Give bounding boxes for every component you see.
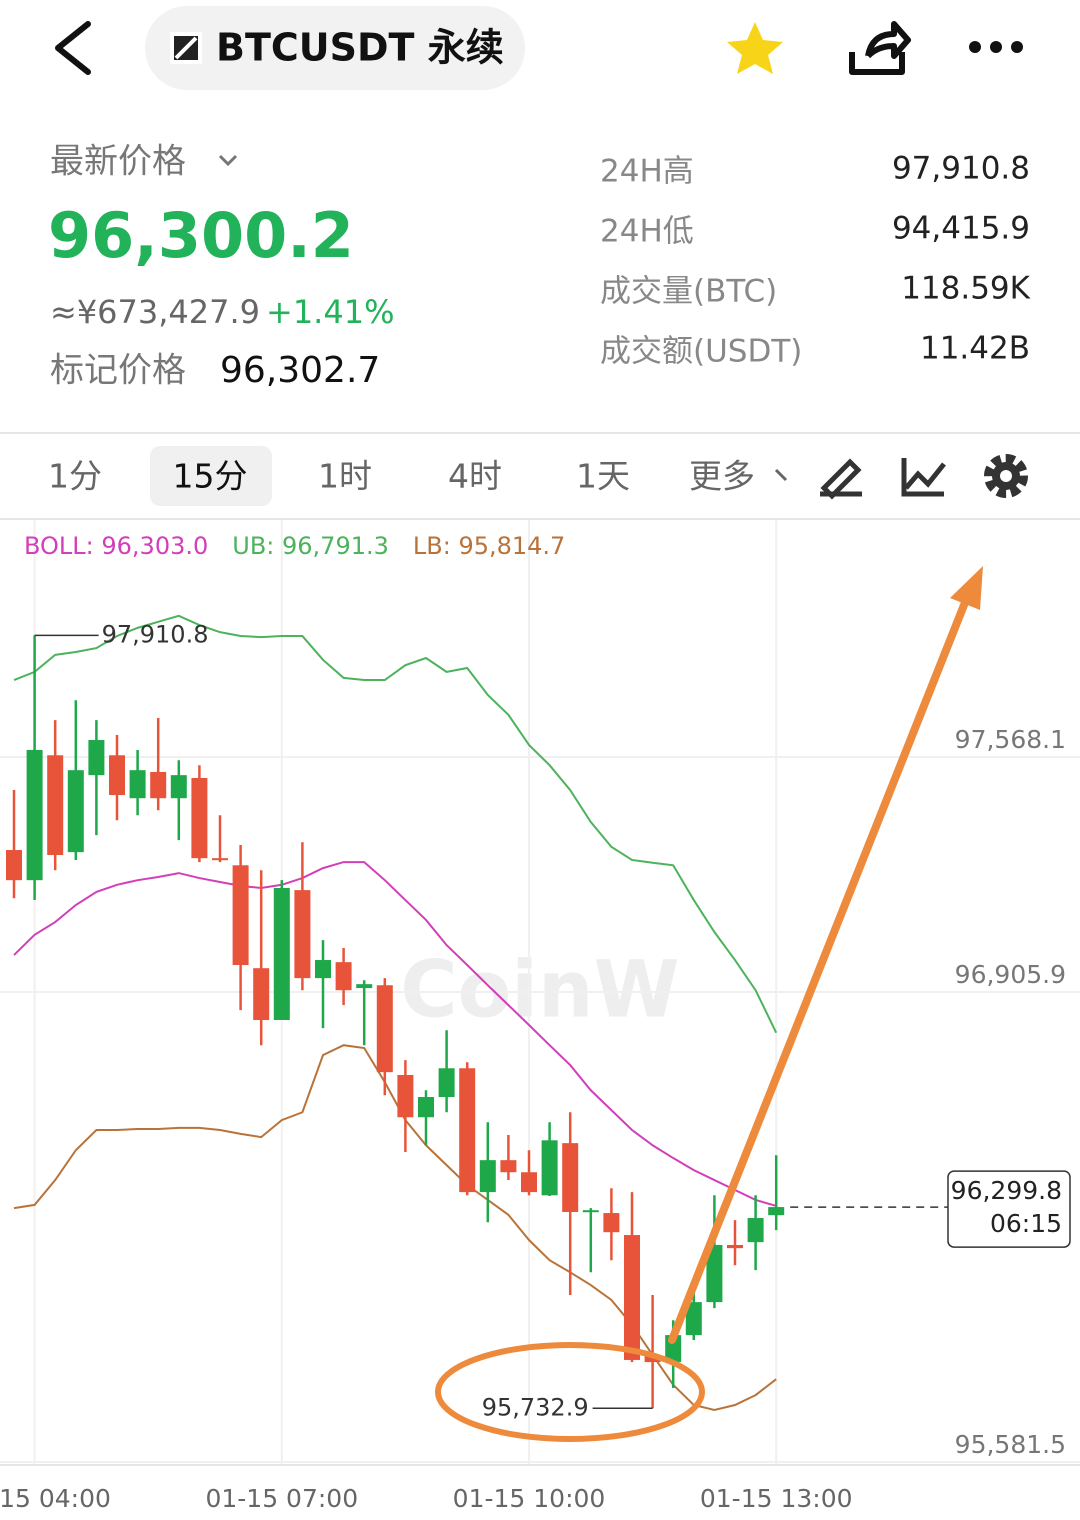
candle-body <box>26 749 43 881</box>
stat-label: 成交额(USDT) <box>600 334 802 370</box>
candle-body <box>562 1143 579 1212</box>
candle-body <box>212 858 228 861</box>
candle-body <box>67 770 84 853</box>
last-price-box <box>947 1170 1071 1248</box>
watermark: CoinW <box>400 945 679 1035</box>
last-price-label: 96,299.8 <box>951 1176 1062 1205</box>
last-price: 96,300.2 <box>48 199 354 272</box>
candle-body <box>315 960 331 979</box>
candle-body <box>747 1218 764 1243</box>
candle-body <box>479 1160 496 1193</box>
tab[interactable]: 1天 <box>576 457 630 496</box>
share-button[interactable] <box>849 21 911 75</box>
indicator-tool[interactable] <box>901 458 946 497</box>
candle-body <box>6 850 22 881</box>
tab-selected-bg <box>150 446 272 506</box>
more-button[interactable] <box>969 41 1023 53</box>
candle-body <box>582 1210 599 1213</box>
mark-label: 标记价格 <box>50 351 186 391</box>
candle-body <box>521 1172 537 1193</box>
candle-body <box>170 775 187 799</box>
candle-body <box>88 740 105 776</box>
mark-price: 96,302.7 <box>220 350 380 391</box>
candle-body <box>376 985 393 1073</box>
low-highlight <box>435 1342 705 1442</box>
max-label: 97,910.8 <box>102 620 209 648</box>
x-tick-label: 01-15 04:00 <box>0 1484 111 1513</box>
candle-body <box>500 1160 517 1173</box>
y-tick-label: 95,581.5 <box>955 1430 1066 1459</box>
stat-label: 24H高 <box>600 154 694 190</box>
candle-body <box>459 1068 476 1193</box>
candle-body <box>541 1140 558 1196</box>
candle-body <box>109 755 125 796</box>
candle-body <box>438 1068 455 1098</box>
tab[interactable]: 4时 <box>448 457 502 496</box>
legend-entry: BOLL: 96,303.0 <box>24 532 208 560</box>
draw-tool[interactable] <box>820 458 862 500</box>
candle-body <box>191 777 208 859</box>
candle-body <box>150 771 167 799</box>
candle-body <box>644 1354 661 1363</box>
candle-body <box>624 1235 640 1360</box>
stat-label: 24H低 <box>600 214 694 250</box>
min-label: 95,732.9 <box>482 1393 589 1421</box>
candle-body <box>335 962 352 991</box>
candle-body <box>397 1075 414 1118</box>
x-tick-label: 01-15 13:00 <box>700 1484 853 1513</box>
x-tick-label: 01-15 07:00 <box>205 1484 358 1513</box>
legend-entry: LB: 95,814.7 <box>413 532 565 560</box>
tab-dropdown <box>774 468 788 482</box>
back-button[interactable] <box>55 21 91 75</box>
symbol-title: BTCUSDT 永续 <box>216 26 504 70</box>
price-label: 最新价格 <box>50 142 186 182</box>
x-tick-label: 01-15 10:00 <box>453 1484 606 1513</box>
stat-label: 成交量(BTC) <box>600 274 777 310</box>
price-dropdown[interactable] <box>218 154 238 167</box>
symbol-icon <box>170 32 202 64</box>
cny-price: ≈¥673,427.9 <box>50 293 260 331</box>
candle-body <box>232 865 249 965</box>
candle-body <box>603 1213 620 1233</box>
stat-value: 118.59K <box>901 271 1030 307</box>
boll-line <box>13 1044 777 1412</box>
candle-body <box>706 1244 723 1303</box>
candle-body <box>727 1244 743 1249</box>
tab[interactable]: 1分 <box>48 457 102 496</box>
y-tick-label: 96,905.9 <box>955 960 1066 989</box>
boll-line <box>13 861 777 1207</box>
price-change: +1.41% <box>266 293 394 331</box>
candle-body <box>418 1097 434 1118</box>
boll-line <box>13 614 778 1034</box>
trend-arrow <box>668 596 970 1344</box>
candle-body <box>768 1207 785 1216</box>
symbol-pill[interactable] <box>145 6 525 90</box>
candle-body <box>129 770 146 799</box>
trend-arrowhead <box>950 566 983 610</box>
settings-button[interactable] <box>984 454 1028 498</box>
tab[interactable]: 15分 <box>173 457 248 496</box>
stat-value: 97,910.8 <box>892 151 1030 187</box>
candle-body <box>47 755 64 855</box>
stat-value: 94,415.9 <box>892 211 1030 247</box>
countdown: 06:15 <box>990 1209 1062 1238</box>
tab[interactable]: 1时 <box>318 457 372 496</box>
stat-value: 11.42B <box>920 331 1030 367</box>
legend-entry: UB: 96,791.3 <box>232 532 389 560</box>
y-tick-label: 97,568.1 <box>955 725 1066 754</box>
candle-body <box>294 890 311 979</box>
candle-body <box>253 968 270 1021</box>
tab[interactable]: 更多 <box>689 457 755 496</box>
candle-body <box>273 887 290 1021</box>
candle-body <box>356 984 373 989</box>
candle-body <box>685 1302 702 1336</box>
favorite-star[interactable] <box>727 22 783 74</box>
